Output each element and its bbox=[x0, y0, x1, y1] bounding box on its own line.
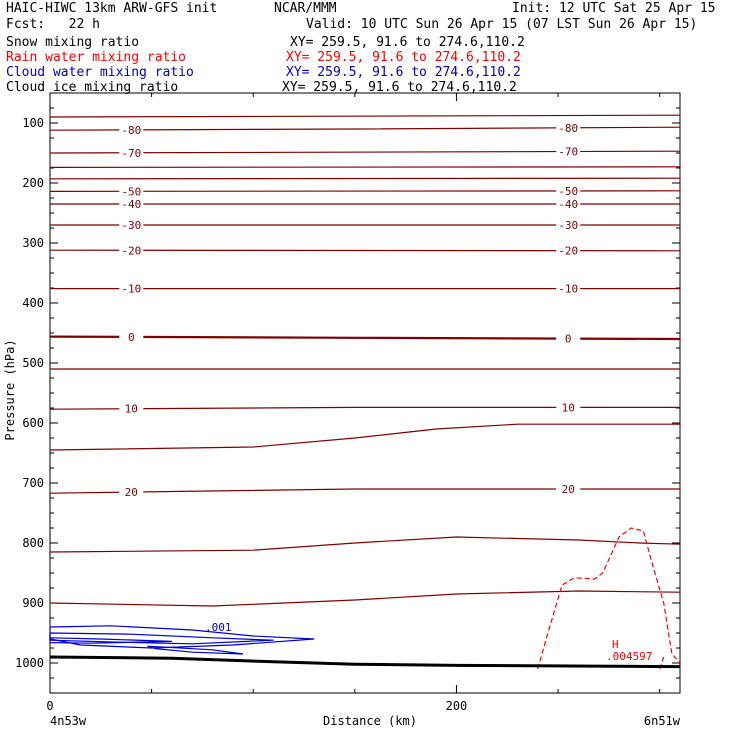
temp-contour-20 bbox=[49, 488, 680, 494]
cloud-water-contour-3 bbox=[147, 645, 244, 655]
x-tick-label-200: 200 bbox=[446, 699, 468, 713]
temp-label--70-1: -70 bbox=[558, 146, 578, 159]
temp-label--80-1: -80 bbox=[558, 122, 578, 135]
y-tick-label-800: 800 bbox=[22, 536, 44, 550]
temp-label-bg--40-0 bbox=[119, 198, 144, 210]
temp-label--50-1: -50 bbox=[558, 185, 578, 198]
temp-label-bg--50-0 bbox=[119, 185, 144, 198]
y-tick-label-900: 900 bbox=[22, 596, 44, 610]
cloud-water-contour-2 bbox=[49, 637, 172, 644]
plot-frame bbox=[49, 92, 681, 694]
temp-label-0-1: 0 bbox=[565, 333, 572, 346]
temp-label--40-1: -40 bbox=[558, 198, 578, 211]
temp-contour-15 bbox=[49, 423, 680, 451]
y-tick-label-500: 500 bbox=[22, 356, 44, 370]
temp-contour--20 bbox=[49, 249, 681, 252]
y-tick-label-200: 200 bbox=[22, 176, 44, 190]
temp-contour--70 bbox=[49, 150, 681, 154]
y-tick-label-400: 400 bbox=[22, 296, 44, 310]
y-tick-label-1000: 1000 bbox=[15, 656, 44, 670]
y-tick-label-300: 300 bbox=[22, 236, 44, 250]
temp-contour-30 bbox=[49, 590, 681, 607]
cloud-water-label: .001 bbox=[205, 621, 232, 634]
temp-label-10-1: 10 bbox=[562, 401, 575, 414]
cloud-water-contours bbox=[49, 625, 315, 655]
temp-label--20-1: -20 bbox=[558, 245, 578, 258]
temp-label-0-0: 0 bbox=[128, 331, 135, 344]
forecast-hour: Fcst: 22 h bbox=[6, 17, 100, 32]
x-axis-ticks: 0 200 bbox=[46, 93, 661, 713]
temp-label--30-0: -30 bbox=[121, 219, 141, 232]
x-axis-label: Distance (km) bbox=[323, 714, 417, 728]
valid-time: Valid: 10 UTC Sun 26 Apr 15 (07 LST Sun … bbox=[306, 17, 698, 32]
temp-contour--55 bbox=[49, 177, 681, 180]
temp-label--10-1: -10 bbox=[558, 283, 578, 296]
temp-label-bg--10-1 bbox=[556, 282, 581, 295]
field-name-rain: Rain water mixing ratio bbox=[6, 50, 187, 65]
temp-contour--75 bbox=[49, 114, 681, 118]
temp-label-bg-0-0 bbox=[119, 330, 144, 343]
temp-label-bg--10-0 bbox=[119, 282, 144, 295]
temp-label-20-1: 20 bbox=[562, 483, 575, 496]
field-xy-cloud-water: XY= 259.5, 91.6 to 274.6,110.2 bbox=[286, 65, 521, 80]
temp-label-20-0: 20 bbox=[125, 486, 138, 499]
temp-label-bg--70-0 bbox=[119, 146, 144, 159]
temp-label-bg--30-0 bbox=[119, 219, 144, 231]
temperature-contours: -80 -80-70 -70-50 -50-40 -40-30 -30-20 -20-10-… bbox=[49, 114, 681, 607]
temp-label-bg--50-1 bbox=[556, 184, 581, 197]
temp-label-bg--30-1 bbox=[556, 219, 581, 231]
y-tick-label-100: 100 bbox=[22, 116, 44, 130]
x-left-endpoint: 4n53w bbox=[50, 714, 87, 728]
field-xy-snow: XY= 259.5, 91.6 to 274.6,110.2 bbox=[290, 35, 525, 50]
temp-label-bg-20-1 bbox=[556, 483, 581, 495]
temp-label-bg--80-1 bbox=[556, 121, 581, 134]
y-tick-label-700: 700 bbox=[22, 476, 44, 490]
temp-label--30-1: -30 bbox=[558, 219, 578, 232]
field-xy-cloud-ice: XY= 259.5, 91.6 to 274.6,110.2 bbox=[282, 80, 517, 95]
temp-label--70-0: -70 bbox=[121, 147, 141, 160]
temp-label-bg--80-0 bbox=[119, 123, 144, 136]
rain-water-contour-0 bbox=[537, 527, 681, 670]
org-label: NCAR/MMM bbox=[274, 1, 337, 16]
temp-label-bg-10-0 bbox=[119, 402, 144, 415]
temp-label--40-0: -40 bbox=[121, 198, 141, 211]
cloud-water-contour-0 bbox=[49, 625, 315, 649]
cloud-water-contour-1 bbox=[49, 632, 274, 645]
terrain-surface-line bbox=[49, 655, 681, 669]
temp-contour-25 bbox=[49, 536, 681, 553]
temp-label-bg--20-0 bbox=[119, 244, 144, 257]
temp-label-bg--40-1 bbox=[556, 198, 581, 210]
temp-label-10-0: 10 bbox=[125, 403, 138, 416]
temp-label-bg-0-1 bbox=[556, 332, 581, 345]
field-name-snow: Snow mixing ratio bbox=[6, 35, 140, 50]
rain-max-value: .004597 bbox=[606, 650, 652, 663]
init-time: Init: 12 UTC Sat 25 Apr 15 bbox=[512, 1, 716, 16]
temp-contour--50 bbox=[49, 190, 681, 192]
temp-label--80-0: -80 bbox=[121, 124, 141, 137]
temp-contour-10 bbox=[49, 406, 680, 410]
field-name-cloud-water: Cloud water mixing ratio bbox=[6, 65, 194, 80]
field-xy-rain: XY= 259.5, 91.6 to 274.6,110.2 bbox=[286, 50, 521, 65]
x-right-endpoint: 6n51w bbox=[644, 714, 681, 728]
y-tick-label-600: 600 bbox=[22, 416, 44, 430]
temp-label-bg--70-1 bbox=[556, 145, 581, 158]
temp-label-bg-20-0 bbox=[119, 486, 144, 499]
temp-label-bg--20-1 bbox=[556, 244, 581, 257]
x-tick-label-0: 0 bbox=[46, 699, 53, 713]
temp-contour--80 bbox=[49, 126, 681, 131]
temp-label--10-0: -10 bbox=[121, 283, 141, 296]
y-axis-label: Pressure (hPa) bbox=[3, 339, 17, 440]
temp-contour-0 bbox=[49, 335, 681, 341]
field-name-cloud-ice: Cloud ice mixing ratio bbox=[6, 80, 179, 95]
rain-water-contours bbox=[537, 527, 681, 670]
temp-label-bg-10-1 bbox=[556, 401, 581, 414]
temp-label--50-0: -50 bbox=[121, 185, 141, 198]
temp-contour--60 bbox=[49, 166, 681, 168]
temp-label--20-0: -20 bbox=[121, 244, 141, 257]
rain-max-marker: H bbox=[612, 638, 619, 651]
model-title: HAIC-HIWC 13km ARW-GFS init bbox=[6, 1, 218, 16]
